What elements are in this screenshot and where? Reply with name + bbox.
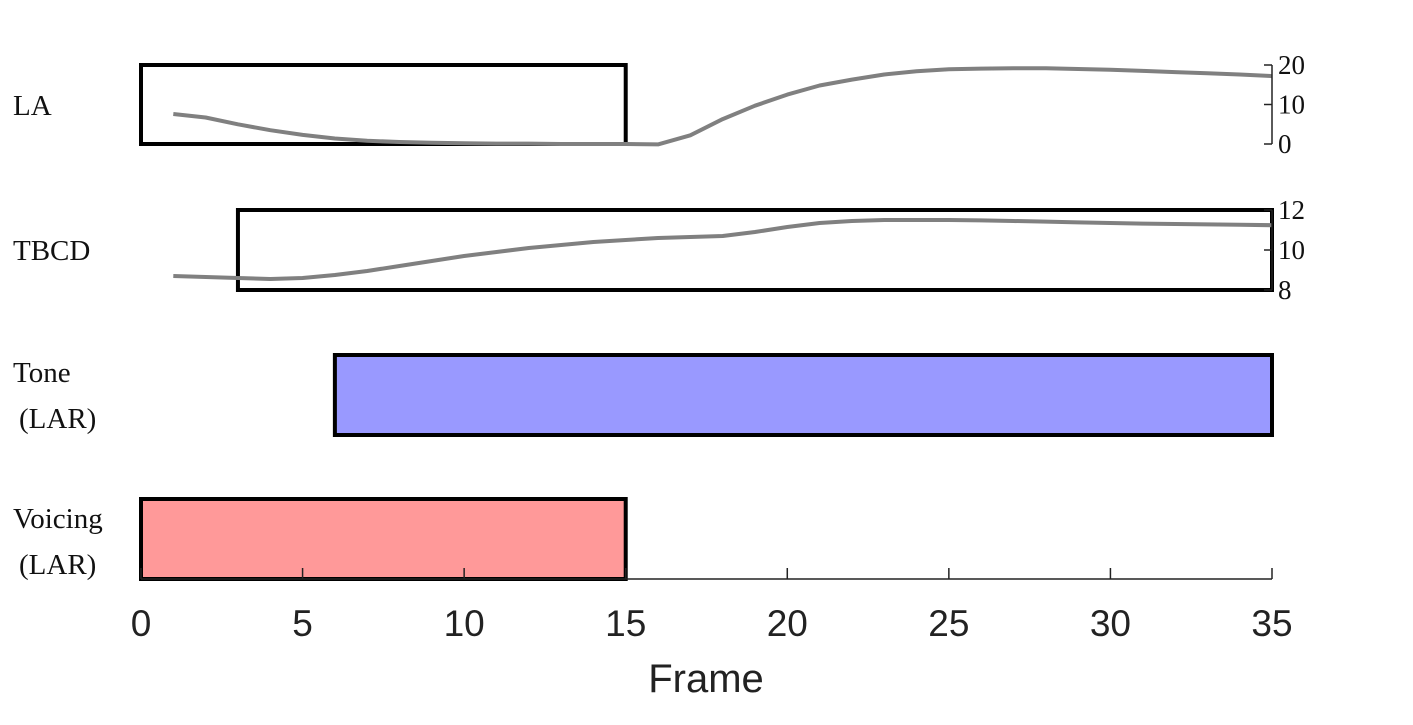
tier-label-tone-lar: Tone xyxy=(13,357,71,389)
gesture-box-la xyxy=(139,63,628,146)
y-tick-label-la: 10 xyxy=(1278,90,1305,120)
x-tick-label: 10 xyxy=(444,603,485,644)
y-tick-label-tbcd: 12 xyxy=(1278,195,1305,225)
x-axis-label: Frame xyxy=(648,657,764,701)
tier-label-voicing-lar: (LAR) xyxy=(19,549,96,581)
x-tick-label: 35 xyxy=(1251,603,1292,644)
tier-labels: LA TBCD Tone (LAR) Voicing (LAR) xyxy=(13,90,103,581)
x-tick-label: 20 xyxy=(767,603,808,644)
tier-label-tone-lar: (LAR) xyxy=(19,403,96,435)
x-tick-label: 5 xyxy=(292,603,313,644)
tier-label-la: LA xyxy=(13,90,52,122)
y-tick-label-la: 20 xyxy=(1278,50,1305,80)
x-axis: 0 5 10 15 20 25 30 35 xyxy=(131,568,1293,644)
x-tick-label: 0 xyxy=(131,603,152,644)
y-tick-label-tbcd: 10 xyxy=(1278,235,1305,265)
x-tick-label: 25 xyxy=(928,603,969,644)
trajectory-line-la xyxy=(173,66,1273,147)
tier-label-voicing-lar: Voicing xyxy=(13,503,103,535)
x-tick-label: 15 xyxy=(605,603,646,644)
x-tick-label: 30 xyxy=(1090,603,1131,644)
trajectory-line-tbcd xyxy=(173,218,1273,281)
tier-label-tbcd: TBCD xyxy=(13,235,90,267)
y-tick-label-la: 0 xyxy=(1278,129,1292,159)
gesture-box-voicing-lar xyxy=(139,497,628,581)
gesture-box-tone-lar xyxy=(332,353,1274,437)
tier-y-axes: 0 10 20 8 10 12 xyxy=(1264,50,1305,305)
trajectory-lines xyxy=(173,66,1273,281)
gesture-boxes xyxy=(139,63,1274,581)
y-tick-label-tbcd: 8 xyxy=(1278,275,1292,305)
